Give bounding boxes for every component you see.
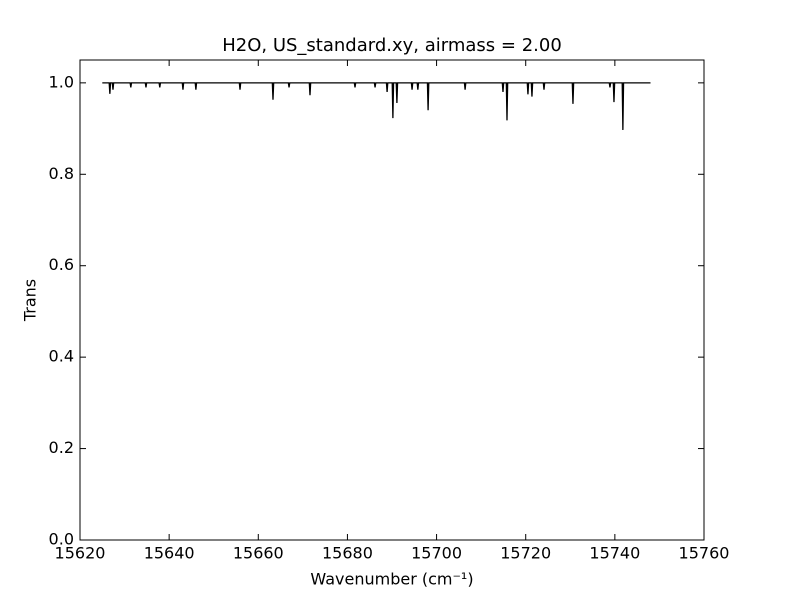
y-axis-label: Trans (21, 279, 40, 322)
y-tick-label: 0.8 (49, 164, 74, 183)
x-tick-label: 15660 (233, 544, 284, 563)
x-axis-label: Wavenumber (cm⁻¹) (310, 570, 473, 589)
x-tick-label: 15740 (589, 544, 640, 563)
x-tick-label: 15700 (411, 544, 462, 563)
y-tick-label: 0.0 (49, 530, 74, 549)
x-tick-label: 15620 (55, 544, 106, 563)
x-tick-label: 15680 (322, 544, 373, 563)
x-tick-label: 15640 (144, 544, 195, 563)
spectrum-line (102, 82, 651, 130)
x-tick-label: 15760 (679, 544, 730, 563)
y-tick-label: 0.6 (49, 255, 74, 274)
chart-title: H2O, US_standard.xy, airmass = 2.00 (222, 35, 562, 56)
y-tick-label: 0.4 (49, 347, 74, 366)
y-tick-label: 1.0 (49, 72, 74, 91)
x-tick-label: 15720 (500, 544, 551, 563)
plot-frame (79, 59, 705, 541)
y-tick-label: 0.2 (49, 438, 74, 457)
